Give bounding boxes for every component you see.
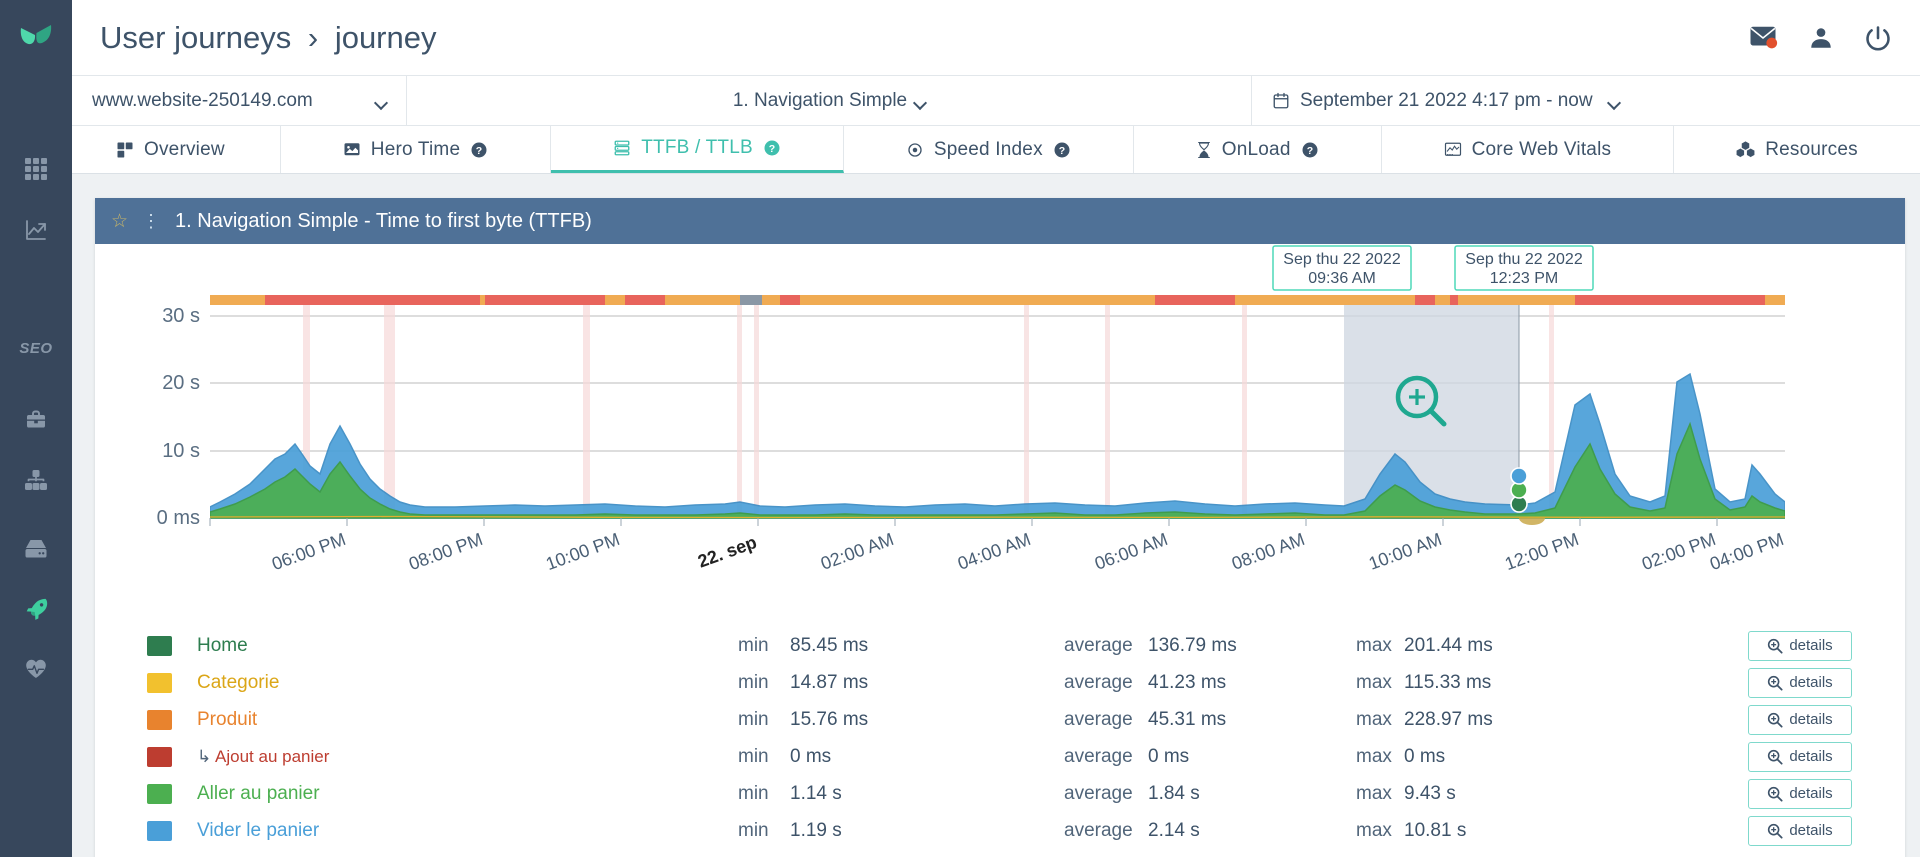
- svg-text:10:00 AM: 10:00 AM: [1366, 529, 1444, 574]
- svg-text:?: ?: [1058, 144, 1065, 156]
- svg-text:08:00 AM: 08:00 AM: [1229, 529, 1307, 574]
- svg-text:Sep thu 22 2022: Sep thu 22 2022: [1283, 251, 1401, 268]
- svg-text:?: ?: [476, 144, 483, 156]
- svg-text:20 s: 20 s: [162, 372, 200, 394]
- svg-text:12:00 PM: 12:00 PM: [1502, 529, 1581, 574]
- svg-text:0 ms: 0 ms: [157, 507, 200, 529]
- svg-text:Sep thu 22 2022: Sep thu 22 2022: [1465, 251, 1583, 268]
- svg-text:12:23 PM: 12:23 PM: [1490, 270, 1558, 287]
- svg-text:08:00 PM: 08:00 PM: [406, 529, 485, 574]
- svg-text:?: ?: [1306, 144, 1313, 156]
- svg-text:10 s: 10 s: [162, 440, 200, 462]
- svg-text:09:36 AM: 09:36 AM: [1308, 270, 1376, 287]
- svg-text:04:00 AM: 04:00 AM: [955, 529, 1033, 574]
- svg-text:30 s: 30 s: [162, 305, 200, 327]
- svg-text:02:00 AM: 02:00 AM: [818, 529, 896, 574]
- svg-text:22. sep: 22. sep: [695, 532, 759, 572]
- svg-text:02:00 PM: 02:00 PM: [1639, 529, 1718, 574]
- svg-text:06:00 PM: 06:00 PM: [269, 529, 348, 574]
- svg-text:06:00 AM: 06:00 AM: [1092, 529, 1170, 574]
- svg-text:04:00 PM: 04:00 PM: [1707, 529, 1786, 574]
- svg-text:?: ?: [769, 143, 776, 155]
- svg-text:10:00 PM: 10:00 PM: [543, 529, 622, 574]
